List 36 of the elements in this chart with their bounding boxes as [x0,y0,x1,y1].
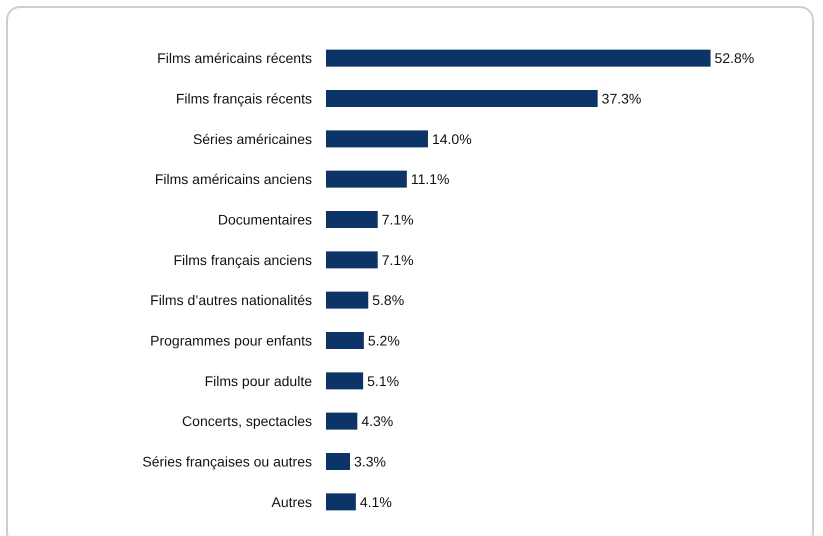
data-label: 4.3% [361,413,394,430]
bar [326,130,428,148]
y-tick-label: Films français anciens [174,252,312,268]
data-label: 52.8% [714,50,754,66]
bar [326,211,378,228]
bar [326,493,356,510]
y-tick-label: Films américains récents [157,50,312,66]
data-label: 7.1% [382,212,414,228]
data-label: 14.0% [432,130,472,147]
y-tick-label: Films d’autres nationalités [150,292,312,308]
y-tick-label: Autres [272,494,312,510]
data-label: 5.2% [368,332,400,348]
y-tick-label: Films américains anciens [154,171,312,188]
bar [326,412,358,430]
bar [326,332,364,349]
bar [326,292,368,309]
data-label: 7.1% [382,252,414,268]
bar [326,251,378,268]
y-tick-label: Programmes pour enfants [150,332,312,348]
data-label: 11.1% [410,171,450,188]
data-label: 37.3% [602,90,642,106]
data-label: 4.1% [360,494,392,510]
y-tick-label: Films pour adulte [204,372,312,389]
bar [326,170,407,188]
bar [326,90,598,107]
data-label: 5.1% [367,372,400,389]
bar [326,50,711,67]
data-label: 5.8% [372,292,404,308]
y-tick-label: Films français récents [176,90,312,106]
y-tick-label: Séries françaises ou autres [142,454,312,470]
bar [326,453,350,470]
bar [326,372,364,390]
data-label: 3.3% [354,454,386,470]
y-tick-label: Séries américaines [192,130,312,147]
y-tick-label: Concerts, spectacles [182,413,312,430]
y-tick-label: Documentaires [218,212,312,228]
